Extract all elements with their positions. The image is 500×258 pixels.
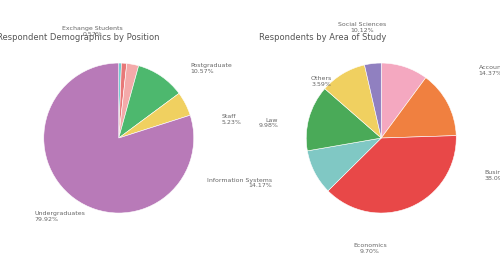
Wedge shape (119, 66, 179, 138)
Text: Staff
5.23%: Staff 5.23% (222, 114, 242, 125)
Wedge shape (364, 63, 382, 138)
Wedge shape (119, 93, 190, 138)
Wedge shape (306, 89, 382, 151)
Text: Business
38.09%: Business 38.09% (484, 170, 500, 181)
Text: Accountancy
14.37%: Accountancy 14.37% (479, 65, 500, 76)
Text: Information Systems
14.17%: Information Systems 14.17% (208, 178, 272, 188)
Text: Respondent Demographics by Position: Respondent Demographics by Position (0, 33, 160, 42)
Wedge shape (325, 65, 382, 138)
Wedge shape (308, 138, 382, 191)
Wedge shape (119, 63, 127, 138)
Text: Social Sciences
10.12%: Social Sciences 10.12% (338, 22, 386, 33)
Wedge shape (382, 78, 456, 138)
Text: Economics
9.70%: Economics 9.70% (353, 243, 387, 254)
Wedge shape (328, 136, 456, 213)
Wedge shape (119, 63, 139, 138)
Wedge shape (381, 63, 426, 138)
Text: Others
3.59%: Others 3.59% (310, 76, 332, 87)
Text: Respondents by Area of Study: Respondents by Area of Study (260, 33, 387, 42)
Wedge shape (118, 63, 122, 138)
Text: Exchange Students
0.57%: Exchange Students 0.57% (62, 26, 123, 37)
Text: Law
9.98%: Law 9.98% (258, 118, 278, 128)
Wedge shape (44, 63, 194, 213)
Text: Undergraduates
79.92%: Undergraduates 79.92% (34, 211, 85, 222)
Text: Postgraduate
10.57%: Postgraduate 10.57% (190, 63, 232, 74)
